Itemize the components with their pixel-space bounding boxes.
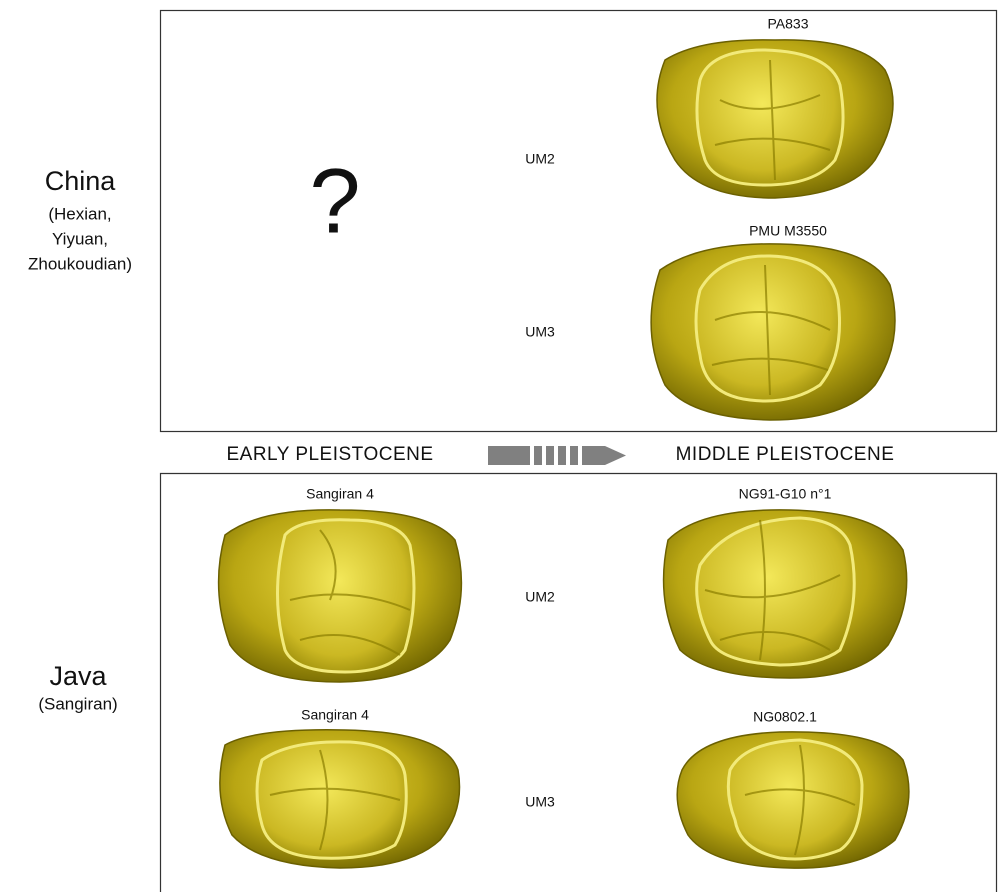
java-panel xyxy=(159,472,998,892)
tooth xyxy=(656,39,894,199)
specimen-label: Sangiran 4 xyxy=(301,707,369,723)
tooth-type: UM2 xyxy=(525,151,555,167)
region-name: China xyxy=(45,166,117,196)
specimen-label: NG91-G10 n°1 xyxy=(739,486,832,502)
tooth xyxy=(217,509,463,683)
site-label: (Hexian, xyxy=(48,204,111,223)
specimen-label: PA833 xyxy=(768,16,809,32)
time-arrow xyxy=(488,446,626,465)
tooth xyxy=(219,729,461,869)
tooth xyxy=(650,243,896,421)
tooth-type: UM2 xyxy=(525,589,555,605)
specimen-label: PMU M3550 xyxy=(749,223,827,239)
site-label: Yiyuan, xyxy=(52,229,108,248)
unknown-mark: ? xyxy=(309,150,360,252)
tooth xyxy=(676,731,910,869)
specimen-label: NG0802.1 xyxy=(753,709,817,725)
tooth xyxy=(662,509,908,679)
site-label: (Sangiran) xyxy=(38,694,117,713)
tooth-type: UM3 xyxy=(525,794,555,810)
region-name: Java xyxy=(49,661,107,691)
site-label: Zhoukoudian) xyxy=(28,254,132,273)
tooth-type: UM3 xyxy=(525,324,555,340)
era-label: MIDDLE PLEISTOCENE xyxy=(676,444,895,465)
specimen-label: Sangiran 4 xyxy=(306,486,374,502)
era-label: EARLY PLEISTOCENE xyxy=(226,444,433,465)
china-panel xyxy=(159,9,998,433)
